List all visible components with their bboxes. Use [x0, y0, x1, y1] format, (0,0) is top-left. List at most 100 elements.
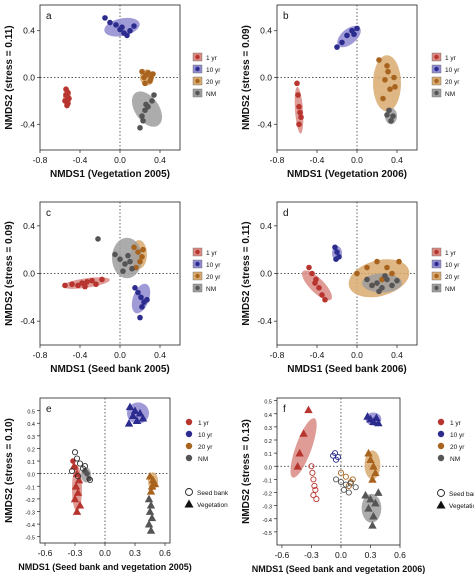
panel-f-ellipse-1-yr [290, 418, 317, 478]
panel-e-point-1-yr-triangle-5 [70, 494, 80, 503]
panel-e-point-seed-bank-circle-6 [74, 473, 82, 480]
panel-c-point-1-yr-circle-1 [69, 281, 75, 288]
panel-c-point-nm-circle-4 [127, 258, 133, 265]
panel-b-point-20-yr-circle-3 [382, 77, 388, 83]
panel-b-point-20-yr-circle-5 [380, 95, 386, 102]
panel-d-legend-label-1-yr: 1 yr [445, 250, 457, 257]
panel-d-point-20-yr-circle-5 [396, 258, 402, 265]
panel-f-point-20-yr-circle-0 [337, 469, 345, 476]
panel-a-point-20-yr-circle-7 [141, 74, 147, 81]
panel-f-ytick-label: 0.3 [264, 426, 272, 432]
panel-e-ytick-label: 0.2 [27, 447, 35, 453]
panel-b-xtick-label: 0.4 [391, 155, 403, 165]
panel-d-point-10-yr-circle-0 [332, 244, 338, 251]
panel-a: a -0.8 -0.4 0.0 0.4 -0.4 0.0 0.4 NMDS1 (Vegetati… [4, 4, 221, 180]
panel-d-xtick-label: 0.0 [351, 350, 363, 360]
panel-a-legend-dot-20-yr [195, 78, 200, 84]
panel-e-x-axis-label: NMDS1 (Seed bank and vegetation 2005) [18, 562, 192, 572]
panel-b-ytick-label: 0.0 [260, 73, 272, 83]
panel-e-point-10-yr-triangle-6 [124, 419, 134, 427]
panel-c-x-axis-label: NMDS1 (Seed bank 2005) [50, 364, 170, 375]
panel-f-point-1-yr-triangle-2 [295, 448, 304, 457]
panel-b-legend-label-1-yr: 1 yr [445, 55, 457, 62]
panel-a-point-10-yr-circle-2 [113, 22, 119, 28]
panel-d-point-nm-circle-6 [394, 277, 400, 284]
panel-b-legend-label-10-yr: 10 yr [445, 67, 460, 74]
panel-f-xtick-label: -0.3 [304, 550, 319, 560]
panel-c-point-1-yr-circle-7 [99, 276, 105, 283]
panel-a-point-20-yr-circle-6 [150, 71, 156, 77]
panel-d-legend-dot-10-yr [434, 261, 439, 267]
panel-b-xtick-label: -0.4 [310, 155, 325, 165]
panel-f-point-1-yr-circle-1 [309, 469, 316, 476]
panel-e-legend-vegetation-label: Vegetation [197, 502, 228, 509]
panel-b-point-1-yr-circle-4 [298, 114, 304, 121]
panel-d-xtick-label: 0.4 [391, 350, 403, 360]
panel-d-point-nm-circle-8 [382, 273, 388, 279]
panel-b-legend-label-nm: NM [445, 91, 455, 98]
panel-d-point-20-yr-circle-2 [374, 258, 380, 265]
panel-c-point-10-yr-circle-1 [135, 289, 141, 296]
panel-e-point-seed-bank-circle-5 [68, 468, 76, 475]
panel-b-point-1-yr-circle-5 [296, 121, 302, 128]
panel-c-xtick-label: 0.0 [114, 350, 126, 360]
panel-f-point-20-yr-triangle-2 [369, 462, 378, 470]
panel-a-ytick-label: 0.4 [23, 26, 35, 36]
panel-f-point-1-yr-triangle-0 [304, 405, 313, 414]
panel-b-point-20-yr-circle-2 [391, 74, 397, 81]
panel-d-y-axis-label: NMDS2 (stress = 0.11) [241, 221, 252, 325]
panel-f-point-nm-circle-4 [352, 484, 359, 491]
panel-e-ytick-label: -0.5 [26, 536, 35, 542]
panel-c-point-nm-circle-3 [122, 261, 128, 267]
panel-c-legend-dot-1-yr [195, 249, 200, 255]
panel-f-point-nm-triangle-6 [368, 521, 377, 529]
panel-a-legend-dot-nm [195, 90, 200, 96]
panel-b-xtick-label: 0.0 [351, 155, 363, 165]
panel-f-point-20-yr-triangle-0 [364, 448, 373, 457]
panel-d-point-20-yr-circle-1 [364, 264, 370, 271]
panel-b: b -0.8 -0.4 0.0 0.4 -0.4 0.0 0.4 NMDS1 (Vegetati… [241, 4, 460, 180]
panel-e-point-20-yr-triangle-4 [146, 487, 156, 495]
panel-c-point-nm-circle-2 [117, 256, 123, 263]
panel-e-xtick-label: 0.3 [129, 548, 141, 558]
panel-f-point-nm-circle-0 [332, 476, 340, 483]
panel-d-legend-dot-nm [434, 285, 439, 291]
panel-e-point-1-yr-triangle-1 [72, 469, 82, 478]
panel-e-point-seed-bank-circle-1 [73, 455, 81, 462]
panel-b-point-20-yr-circle-7 [385, 68, 391, 75]
panel-e-ytick-label: -0.2 [26, 498, 35, 504]
panel-c-point-10-yr-circle-2 [138, 294, 144, 301]
panel-e-point-nm-circle-1 [84, 470, 90, 477]
panel-f-legend-vegetation-label: Vegetation [449, 503, 474, 510]
panel-e-point-10-yr-triangle-0 [125, 402, 135, 411]
panel-a-xtick-label: 0.0 [114, 155, 126, 165]
panel-b-point-1-yr-circle-3 [297, 109, 303, 116]
panel-f-point-nm-circle-3 [347, 480, 354, 487]
panel-d-xtick-label: -0.4 [310, 350, 325, 360]
panel-e-legend-swatch-1-yr [185, 418, 193, 426]
panel-c-legend-dot-nm [195, 285, 200, 291]
panel-f: f -0.6 -0.3 0.0 0.3 0.6 -0.5 -0.4 -0.3 -0.2 -0.1 0.… [241, 397, 474, 574]
panel-f-legend-label-20-yr: 20 yr [450, 444, 465, 451]
panel-d-label: d [283, 208, 289, 219]
panel-f-point-nm-triangle-3 [364, 504, 373, 512]
panel-f-point-20-yr-circle-1 [342, 473, 349, 480]
panel-b-point-10-yr-circle-2 [344, 32, 350, 39]
panel-b-point-1-yr-circle-1 [295, 92, 301, 98]
panel-e-legend-swatch-nm [185, 454, 193, 462]
panel-f-xtick-label: 0.3 [365, 550, 377, 560]
panel-c-legend-label-nm: NM [206, 286, 216, 293]
panel-c-point-1-yr-circle-6 [93, 281, 99, 288]
panel-e-point-10-yr-triangle-3 [138, 413, 148, 422]
panel-a-point-10-yr-circle-5 [124, 32, 130, 39]
panel-c-point-10-yr-circle-6 [137, 314, 143, 321]
panel-d-point-20-yr-circle-0 [354, 270, 360, 277]
panel-a-x-axis-label: NMDS1 (Vegetation 2005) [50, 169, 170, 180]
panel-a-point-10-yr-circle-0 [102, 15, 108, 21]
panel-f-y-axis-label: NMDS2 (stress = 0.13) [241, 419, 252, 524]
panel-e-xtick-label: -0.6 [38, 548, 53, 558]
panel-b-point-10-yr-circle-0 [334, 44, 340, 50]
panel-d-ellipse-1-yr [301, 270, 333, 301]
panel-f-legend-swatch-20-yr [437, 442, 445, 450]
panel-a-point-10-yr-circle-8 [119, 24, 125, 31]
